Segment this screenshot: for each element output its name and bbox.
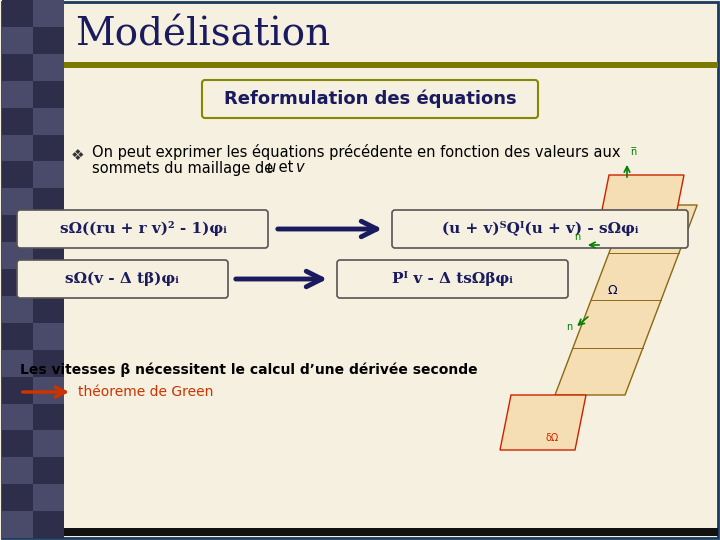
Bar xyxy=(33,107,64,134)
Polygon shape xyxy=(598,175,684,230)
Bar xyxy=(2,54,33,80)
FancyBboxPatch shape xyxy=(337,260,568,298)
Bar xyxy=(2,376,33,403)
Text: Modélisation: Modélisation xyxy=(75,17,330,53)
Text: (u + v)ᵀQᴵ(u + v) - sΩφᵢ: (u + v)ᵀQᴵ(u + v) - sΩφᵢ xyxy=(442,221,638,237)
Text: théoreme de Green: théoreme de Green xyxy=(78,385,213,399)
Bar xyxy=(2,430,33,457)
Text: sΩ((ru + r v)² - 1)φᵢ: sΩ((ru + r v)² - 1)φᵢ xyxy=(60,221,226,237)
Polygon shape xyxy=(555,205,697,395)
Bar xyxy=(33,511,64,538)
Bar xyxy=(2,134,33,161)
Bar xyxy=(2,215,33,242)
Bar xyxy=(33,376,64,403)
Text: u: u xyxy=(266,160,275,176)
Bar xyxy=(2,484,33,511)
Bar xyxy=(2,161,33,188)
Bar xyxy=(2,188,33,215)
Bar xyxy=(33,323,64,350)
Bar xyxy=(33,188,64,215)
Bar xyxy=(33,242,64,269)
Bar xyxy=(2,403,33,430)
Text: Pᴵ v - Δ tsΩβφᵢ: Pᴵ v - Δ tsΩβφᵢ xyxy=(392,272,513,287)
Bar xyxy=(33,134,64,161)
Bar xyxy=(2,269,33,296)
Text: sommets du maillage de: sommets du maillage de xyxy=(92,160,278,176)
Bar xyxy=(2,80,33,107)
FancyBboxPatch shape xyxy=(202,80,538,118)
FancyBboxPatch shape xyxy=(17,210,268,248)
Text: v: v xyxy=(296,160,305,176)
Text: n: n xyxy=(574,232,580,242)
Bar xyxy=(2,107,33,134)
Bar xyxy=(64,528,718,536)
Bar xyxy=(2,242,33,269)
FancyBboxPatch shape xyxy=(17,260,228,298)
Bar xyxy=(2,0,33,27)
Text: δΩ: δΩ xyxy=(545,433,559,443)
Bar xyxy=(2,2,64,538)
Polygon shape xyxy=(500,395,586,450)
Bar xyxy=(33,161,64,188)
Bar xyxy=(33,484,64,511)
Text: n: n xyxy=(566,322,572,332)
Bar xyxy=(33,27,64,54)
Text: et: et xyxy=(274,160,298,176)
Bar xyxy=(2,511,33,538)
Bar xyxy=(33,269,64,296)
Bar xyxy=(33,403,64,430)
Bar xyxy=(33,430,64,457)
Bar xyxy=(2,350,33,376)
Bar xyxy=(33,457,64,484)
Bar xyxy=(33,54,64,80)
Bar xyxy=(33,296,64,323)
Bar xyxy=(2,457,33,484)
Bar xyxy=(33,80,64,107)
Text: ❖: ❖ xyxy=(71,147,85,163)
Text: Reformulation des équations: Reformulation des équations xyxy=(224,90,516,108)
Bar xyxy=(2,27,33,54)
Bar xyxy=(33,215,64,242)
Bar xyxy=(33,0,64,27)
FancyBboxPatch shape xyxy=(392,210,688,248)
Bar xyxy=(64,62,718,68)
Text: Les vitesses β nécessitent le calcul d’une dérivée seconde: Les vitesses β nécessitent le calcul d’u… xyxy=(20,363,477,377)
Text: n̅: n̅ xyxy=(630,147,636,157)
Bar xyxy=(33,350,64,376)
Text: Ω: Ω xyxy=(607,284,617,296)
Text: sΩ(v - Δ tβ)φᵢ: sΩ(v - Δ tβ)φᵢ xyxy=(65,272,179,286)
Bar xyxy=(2,296,33,323)
Bar xyxy=(2,323,33,350)
Text: On peut exprimer les équations précédente en fonction des valeurs aux: On peut exprimer les équations précédent… xyxy=(92,144,621,160)
